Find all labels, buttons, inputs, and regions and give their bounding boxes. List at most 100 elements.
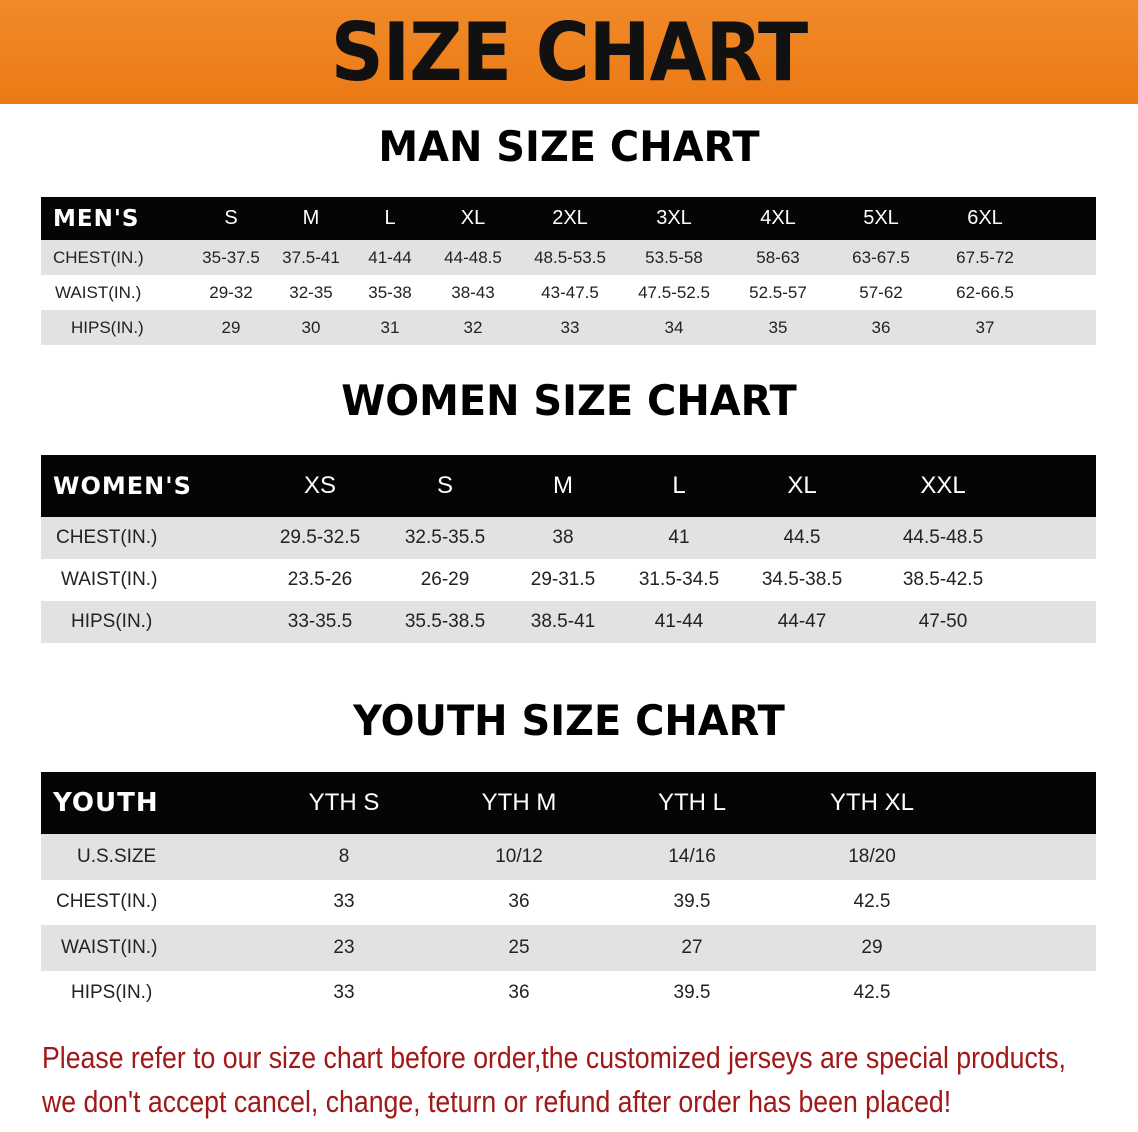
size-value: 32-35 [289,282,333,302]
size-value: 37 [975,317,995,337]
size-value: 36 [508,891,530,913]
size-value: 29.5-32.5 [279,527,361,548]
size-value: 58-63 [756,247,800,267]
size-column-header: 6XL [967,207,1003,229]
men-header-row: MEN'S S M L XL 2XL 3XL 4XL 5XL 6XL [41,197,1096,240]
measurement-label: CHEST(IN.) [53,247,144,267]
measurement-label: CHEST(IN.) [56,527,158,548]
men-table-label: MEN'S [53,205,140,232]
size-value: 35-37.5 [202,247,260,267]
size-value: 41 [668,527,690,548]
size-value: 33-35.5 [287,611,353,632]
size-value: 34.5-38.5 [761,569,843,590]
size-value: 29-32 [209,282,253,302]
size-value: 33 [333,982,355,1004]
measurement-label: HIPS(IN.) [71,317,144,337]
size-value: 30 [301,317,321,337]
size-value: 25 [508,936,530,958]
size-value: 44.5-48.5 [902,527,984,548]
size-value: 33 [333,891,355,913]
size-column-header: L [384,207,396,229]
table-row: CHEST(IN.) 29.5-32.5 32.5-35.5 38 41 44.5 44.5… [41,517,1096,559]
size-value: 44-48.5 [444,247,502,267]
women-size-table: WOMEN'S XS S M L XL XXL CHEST(IN.) 29.5-32.5 32.5… [41,455,1096,643]
size-value: 44-47 [777,611,827,632]
banner-title: SIZE CHART [330,5,809,99]
size-value: 44.5 [783,527,821,548]
measurement-label: HIPS(IN.) [71,982,153,1004]
table-row: CHEST(IN.) 35-37.5 37.5-41 41-44 44-48.5 48.5… [41,240,1096,275]
size-value: 47-50 [918,611,968,632]
size-value: 14/16 [668,845,716,867]
size-value: 39.5 [673,982,711,1004]
size-column-header: 2XL [552,207,588,229]
size-column-header: M [302,207,320,229]
size-value: 32.5-35.5 [404,527,486,548]
table-row: WAIST(IN.) 29-32 32-35 35-38 38-43 43-47.5 47.… [41,275,1096,310]
table-row: WAIST(IN.) 23.5-26 26-29 29-31.5 31.5-34.5 34… [41,559,1096,601]
note-line: we don't accept cancel, change, teturn o… [42,1084,952,1119]
size-value: 35-38 [368,282,412,302]
size-column-header: M [553,472,573,499]
size-value: 31.5-34.5 [638,569,720,590]
size-column-header: YTH S [308,789,380,816]
size-column-header: 3XL [656,207,692,229]
size-value: 18/20 [848,845,896,867]
size-value: 26-29 [420,569,470,590]
size-value: 38.5-42.5 [902,569,984,590]
size-value: 36 [508,982,530,1004]
size-value: 35.5-38.5 [404,611,486,632]
size-chart-banner: SIZE CHART [0,0,1138,104]
size-value: 38 [552,527,574,548]
size-column-header: 5XL [863,207,899,229]
men-section-title: MAN SIZE CHART [378,122,760,171]
measurement-label: WAIST(IN.) [55,282,142,302]
size-column-header: XL [787,472,817,499]
size-value: 29 [861,936,883,958]
table-row: WAIST(IN.) 23 25 27 29 [41,925,1096,971]
size-column-header: YTH L [657,789,727,816]
women-section-title: WOMEN SIZE CHART [341,376,797,425]
youth-section-title: YOUTH SIZE CHART [353,696,785,745]
size-value: 38.5-41 [530,611,596,632]
size-value: 32 [463,317,483,337]
table-row: HIPS(IN.) 33-35.5 35.5-38.5 38.5-41 41-44 44-… [41,601,1096,643]
size-column-header: XXL [920,472,966,499]
table-row: HIPS(IN.) 29 30 31 32 33 34 35 36 37 [41,310,1096,345]
size-value: 37.5-41 [282,247,340,267]
size-value: 48.5-53.5 [534,247,606,267]
size-value: 67.5-72 [956,247,1014,267]
size-value: 23.5-26 [287,569,353,590]
size-column-header: S [224,207,238,229]
measurement-label: HIPS(IN.) [71,611,153,632]
size-column-header: L [672,472,686,499]
measurement-label: CHEST(IN.) [56,891,158,913]
table-row: U.S.SIZE 8 10/12 14/16 18/20 [41,834,1096,880]
table-row: HIPS(IN.) 33 36 39.5 42.5 [41,970,1096,1016]
measurement-label: WAIST(IN.) [61,569,158,590]
size-value: 47.5-52.5 [638,282,710,302]
size-value: 33 [560,317,580,337]
youth-size-table: YOUTH YTH S YTH M YTH L YTH XL U.S.SIZE 8 10/12… [41,772,1096,1016]
size-column-header: YTH M [481,789,557,816]
size-value: 31 [380,317,400,337]
size-value: 27 [681,936,703,958]
size-value: 10/12 [495,845,543,867]
note-line: Please refer to our size chart before or… [42,1040,1066,1075]
size-value: 39.5 [673,891,711,913]
size-value: 34 [664,317,684,337]
size-value: 29 [221,317,241,337]
size-value: 41-44 [654,611,704,632]
size-value: 57-62 [859,282,903,302]
size-value: 43-47.5 [541,282,599,302]
size-column-header: XS [303,472,337,499]
women-table-label: WOMEN'S [53,472,192,500]
size-value: 41-44 [368,247,412,267]
size-column-header: 4XL [760,207,796,229]
size-value: 29-31.5 [530,569,596,590]
size-column-header: S [436,472,454,499]
size-value: 42.5 [853,891,891,913]
youth-header-row: YOUTH YTH S YTH M YTH L YTH XL [41,772,1096,834]
size-value: 53.5-58 [645,247,703,267]
youth-table-label: YOUTH [53,788,159,818]
